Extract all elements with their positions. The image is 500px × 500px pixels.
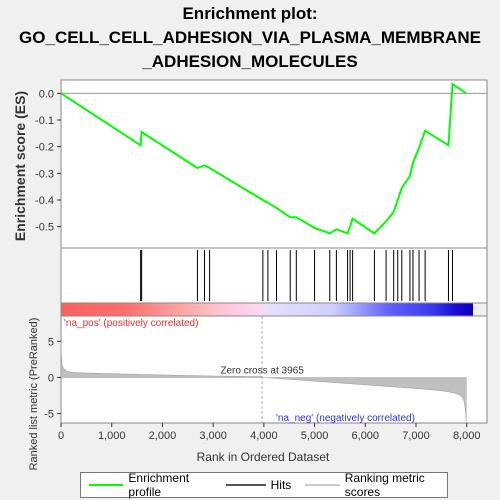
x-tick-label: 6,000: [352, 430, 380, 442]
enrichment-plot: 0.0 -0.1 -0.2 -0.3 -0.4 -0.5 Enrichment score…: [12, 79, 488, 470]
neg-correlated-label: 'na_neg' (negatively correlated): [276, 413, 415, 424]
legend-label-metric: Ranking metric scores: [344, 471, 425, 499]
rank-tick-label: 0: [48, 372, 54, 384]
x-tick-label: 0: [58, 430, 64, 442]
x-tick-label: 8,000: [453, 430, 481, 442]
legend-item-profile: Enrichment profile: [89, 471, 212, 499]
x-axis: 0 1,000 2,000 3,000 4,000 5,000 6,000 7,000 8,00…: [58, 423, 481, 442]
hit-markers: [140, 250, 454, 301]
rank-y-axis: 5 0 -5: [44, 336, 61, 421]
hits-panel: [60, 247, 488, 304]
rank-y-axis-label: Ranked list metric (PreRanked): [28, 318, 40, 470]
x-axis-label: Rank in Ordered Dataset: [197, 450, 330, 464]
enrichment-profile-line: [60, 82, 467, 235]
x-tick-label: 5,000: [301, 430, 329, 442]
legend-swatch-profile: [89, 484, 124, 486]
chart-legend: Enrichment profile Hits Ranking metric s…: [80, 471, 448, 499]
legend-swatch-hits: [225, 484, 266, 486]
es-panel: [60, 79, 488, 249]
legend-label-hits: Hits: [270, 478, 292, 492]
es-tick-label: -0.5: [35, 222, 54, 234]
es-y-axis: 0.0 -0.1 -0.2 -0.3 -0.4 -0.5: [35, 88, 61, 234]
chart-title-line1: Enrichment plot:: [182, 4, 318, 23]
es-tick-label: -0.1: [35, 115, 54, 127]
legend-label-profile: Enrichment profile: [128, 471, 190, 499]
es-tick-label: -0.4: [35, 195, 54, 207]
es-tick-label: 0.0: [39, 88, 54, 100]
x-tick-label: 2,000: [149, 430, 177, 442]
x-tick-label: 3,000: [199, 430, 227, 442]
legend-item-hits: Hits: [225, 478, 292, 492]
legend-swatch-metric: [305, 484, 340, 486]
pos-correlated-label: 'na_pos' (positively correlated): [64, 318, 198, 329]
es-tick-label: -0.2: [35, 142, 54, 154]
x-tick-label: 7,000: [402, 430, 430, 442]
ranking-metric-area: [60, 341, 467, 422]
zero-cross-label: Zero cross at 3965: [220, 365, 304, 376]
es-y-axis-label: Enrichment score (ES): [12, 91, 28, 241]
chart-title-line3: _ADHESION_MOLECULES: [142, 52, 358, 71]
chart-title-line2: GO_CELL_CELL_ADHESION_VIA_PLASMA_MEMBRAN…: [19, 28, 481, 47]
es-tick-label: -0.3: [35, 168, 54, 180]
ranking-heatmap-bar: [61, 303, 473, 316]
rank-tick-label: -5: [44, 409, 54, 421]
x-tick-label: 4,000: [250, 430, 278, 442]
rank-panel: [60, 315, 488, 424]
x-tick-label: 1,000: [98, 430, 126, 442]
legend-item-metric: Ranking metric scores: [305, 471, 447, 499]
rank-tick-label: 5: [48, 336, 54, 348]
